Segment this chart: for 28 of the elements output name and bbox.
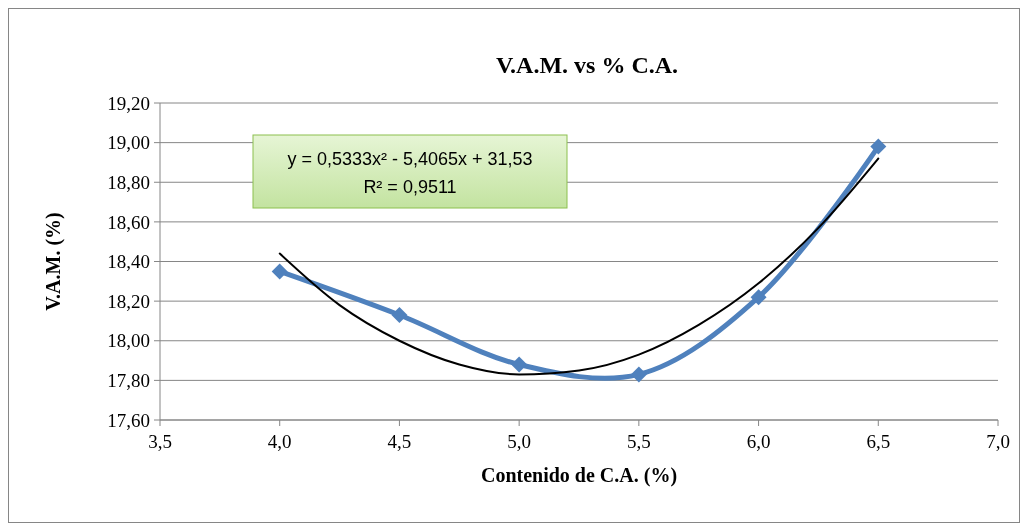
x-tick-label: 7,0 <box>986 431 1010 452</box>
y-tick-label: 18,00 <box>107 330 150 352</box>
point <box>271 263 288 280</box>
y-tick-label: 19,20 <box>107 92 150 114</box>
y-axis-title: V.A.M. (%) <box>42 212 65 311</box>
point <box>511 356 528 373</box>
x-tick-label: 4,5 <box>387 431 412 452</box>
x-tick-label: 4,0 <box>267 431 292 452</box>
point <box>630 366 647 383</box>
x-tick-label: 3,5 <box>148 431 172 452</box>
point <box>750 289 767 306</box>
point <box>870 138 887 155</box>
point <box>391 306 408 323</box>
x-tick-label: 6,5 <box>866 431 891 452</box>
y-tick-label: 17,60 <box>107 409 150 431</box>
annotation: y = 0,5333x² - 5,4065x + 31,53 <box>287 149 533 169</box>
y-tick-label: 19,00 <box>107 132 150 154</box>
x-tick-label: 6,0 <box>746 431 771 452</box>
x-axis-title: Contenido de C.A. (%) <box>480 464 678 487</box>
x-tick-label: 5,0 <box>507 431 532 452</box>
y-tick-label: 18,20 <box>107 290 150 312</box>
chart-title: V.A.M. vs % C.A. <box>495 52 679 78</box>
x-tick-label: 5,5 <box>626 431 651 452</box>
annotation: R² = 0,9511 <box>363 177 457 197</box>
y-tick-label: 18,80 <box>107 171 150 193</box>
y-tick-label: 18,60 <box>107 211 150 233</box>
y-tick-label: 17,80 <box>107 370 150 392</box>
y-tick-label: 18,40 <box>107 251 150 273</box>
